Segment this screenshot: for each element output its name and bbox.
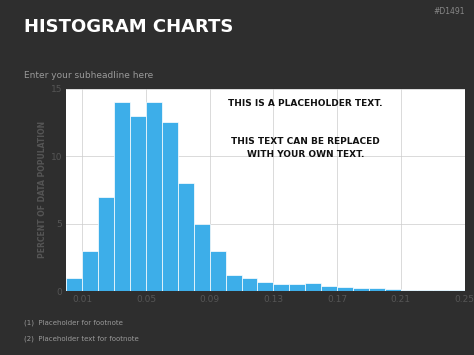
Bar xyxy=(178,183,194,291)
Bar xyxy=(289,284,305,291)
Bar xyxy=(226,275,242,291)
Bar xyxy=(305,283,321,291)
Bar xyxy=(162,122,178,291)
Bar xyxy=(242,278,257,291)
Bar xyxy=(194,224,210,291)
Text: THIS TEXT CAN BE REPLACED
WITH YOUR OWN TEXT.: THIS TEXT CAN BE REPLACED WITH YOUR OWN … xyxy=(231,137,380,159)
Text: HISTOGRAM CHARTS: HISTOGRAM CHARTS xyxy=(24,18,233,36)
Text: Enter your subheadline here: Enter your subheadline here xyxy=(24,71,153,80)
Text: (1)  Placeholder for footnote: (1) Placeholder for footnote xyxy=(24,320,123,326)
Bar xyxy=(114,102,130,291)
Bar xyxy=(353,288,369,291)
Bar xyxy=(66,278,82,291)
Bar xyxy=(146,102,162,291)
Text: THIS IS A PLACEHOLDER TEXT.: THIS IS A PLACEHOLDER TEXT. xyxy=(228,99,383,108)
Y-axis label: PERCENT OF DATA POPULATION: PERCENT OF DATA POPULATION xyxy=(37,121,46,258)
Bar xyxy=(98,197,114,291)
Text: (2)  Placeholder text for footnote: (2) Placeholder text for footnote xyxy=(24,335,138,342)
Bar xyxy=(448,290,465,291)
Bar xyxy=(130,116,146,291)
Bar xyxy=(369,288,385,291)
Bar xyxy=(401,290,417,291)
Bar xyxy=(385,289,401,291)
Bar xyxy=(82,251,98,291)
Text: #D1491: #D1491 xyxy=(433,7,465,16)
Bar xyxy=(257,282,273,291)
Bar xyxy=(321,286,337,291)
Bar xyxy=(273,284,289,291)
Bar xyxy=(210,251,226,291)
Bar xyxy=(337,287,353,291)
Bar xyxy=(417,290,433,291)
Bar xyxy=(433,290,448,291)
